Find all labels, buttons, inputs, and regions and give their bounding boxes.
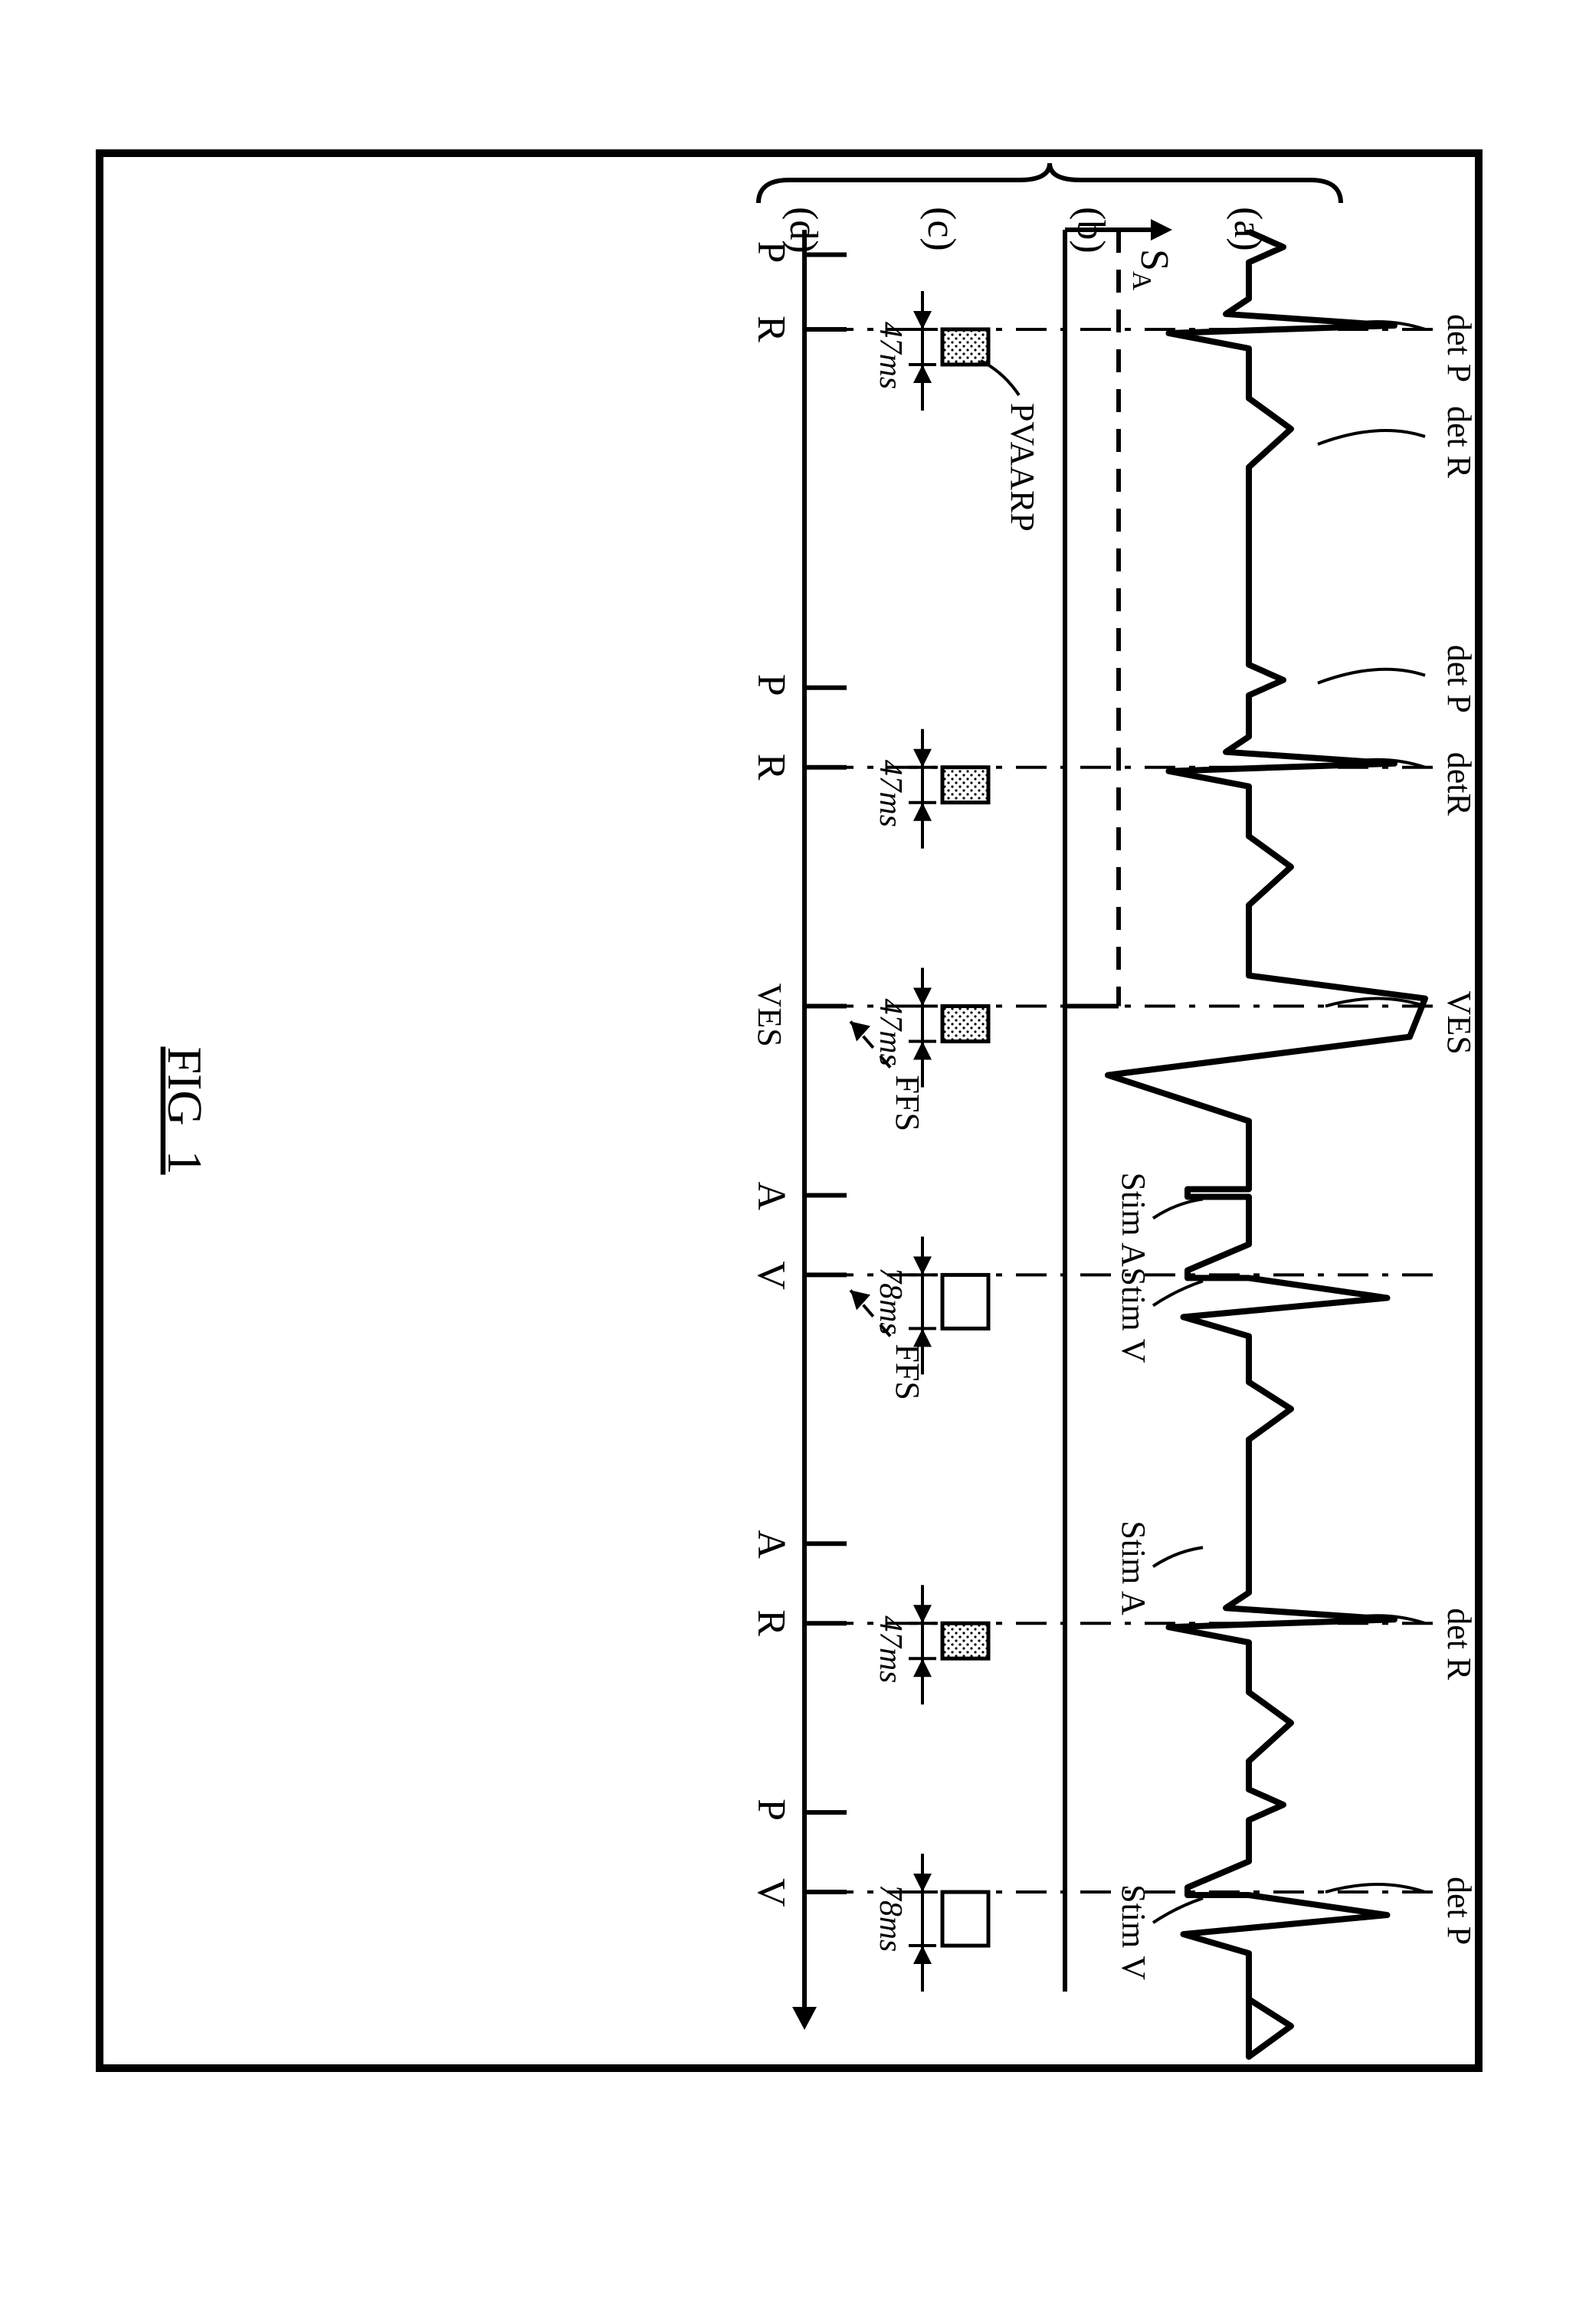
timeline-label: R [749, 754, 793, 781]
arrowhead-icon [913, 1605, 932, 1623]
stim-a-label: Stim A [1115, 1520, 1152, 1615]
stim-v-label: Stim V [1115, 1884, 1152, 1980]
arrowhead-icon [913, 803, 932, 821]
wave-label: detR [1440, 752, 1478, 817]
arrowhead-icon [850, 1022, 870, 1042]
pvaarp-ms: 47ms [873, 999, 908, 1066]
figure-caption: FIG_1 [158, 1046, 212, 1174]
arrowhead-icon [850, 1290, 870, 1310]
pvaarp-ms: 47ms [873, 760, 908, 827]
pvaarp-ms: 47ms [873, 322, 908, 389]
arrowhead-icon [913, 1256, 932, 1275]
leader-line [1153, 1281, 1203, 1305]
timeline-label: V [749, 1261, 793, 1290]
pvaarp-bar [942, 1275, 988, 1328]
arrowhead-icon [913, 311, 932, 329]
ecg-waveform [1108, 230, 1425, 2057]
figure-svg: (a)(b)(c)(d)det Pdet RdetRdet PVESdet Rd… [0, 0, 1576, 2324]
pvaarp-ms: 47ms [873, 1615, 908, 1683]
ffs-label: FFS [889, 1344, 926, 1399]
timeline-label: A [749, 1530, 793, 1559]
leader-line [1318, 430, 1425, 444]
arrowhead-icon [913, 1946, 932, 1964]
wave-label: VES [1440, 991, 1478, 1055]
brace-icon [759, 163, 1341, 203]
wave-label: det P [1440, 314, 1478, 382]
stim-a-label: Stim A [1115, 1172, 1152, 1267]
arrowhead-icon [913, 365, 932, 383]
pvaarp-ms: 78ms [873, 1884, 908, 1952]
leader-line [1153, 1898, 1203, 1923]
arrowhead-icon [913, 1042, 932, 1060]
leader-line [1318, 669, 1425, 683]
pvaarp-label: PVAARP [1004, 403, 1041, 532]
timeline-label: P [749, 674, 793, 696]
timeline-label: P [749, 1799, 793, 1821]
outer-frame [100, 153, 1479, 2068]
pvaarp-bar [942, 1892, 988, 1946]
stim-v-label: Stim V [1115, 1267, 1152, 1363]
leader-line [1153, 1547, 1203, 1566]
wave-label: det P [1440, 1877, 1478, 1945]
pvaarp-ms: 78ms [873, 1267, 908, 1334]
arrowhead-icon [792, 2007, 817, 2030]
page: (a)(b)(c)(d)det Pdet RdetRdet PVESdet Rd… [0, 0, 1576, 2324]
panel-label: (a) [1226, 207, 1270, 251]
arrowhead-icon [913, 1874, 932, 1892]
timeline-label: P [749, 241, 793, 263]
ves-label: VES [751, 984, 788, 1047]
timeline-label: R [749, 1609, 793, 1636]
pvaarp-bar [942, 1007, 988, 1042]
ffs-label: FFS [889, 1075, 926, 1131]
pvaarp-bar [942, 1623, 988, 1658]
wave-label: det R [1440, 406, 1478, 479]
timeline-label: R [749, 316, 793, 342]
arrowhead-icon [913, 988, 932, 1007]
timeline-label: A [749, 1181, 793, 1210]
timeline-label: V [749, 1878, 793, 1907]
arrowhead-icon [1151, 219, 1172, 241]
sa-label: SA [1128, 249, 1177, 291]
leader-line [1153, 1199, 1203, 1218]
wave-label: det P [1440, 645, 1478, 713]
panel-label: (c) [919, 207, 963, 251]
pvaarp-bar [942, 329, 988, 365]
pvaarp-bar [942, 768, 988, 803]
arrowhead-icon [913, 749, 932, 768]
arrowhead-icon [913, 1658, 932, 1677]
wave-label: det R [1440, 1608, 1478, 1681]
